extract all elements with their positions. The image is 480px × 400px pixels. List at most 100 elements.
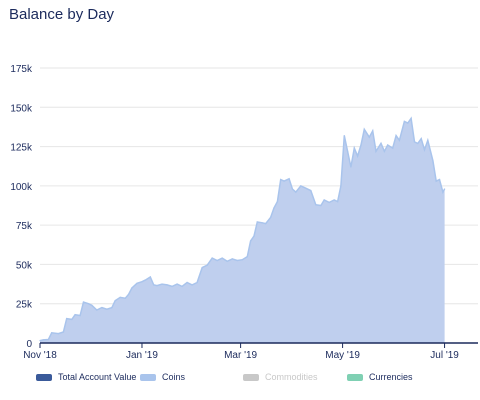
data-point — [403, 120, 405, 122]
data-point — [372, 130, 374, 132]
data-point — [288, 178, 290, 180]
data-point — [350, 166, 352, 168]
legend-swatch-commodities — [243, 373, 259, 381]
data-point — [343, 135, 345, 137]
x-tick-label: Jan '19 — [126, 350, 158, 361]
data-point — [221, 257, 223, 259]
data-point — [283, 180, 285, 182]
x-tick-label: Mar '19 — [224, 350, 257, 361]
legend-swatch-coins — [140, 373, 156, 381]
data-point — [166, 284, 168, 286]
data-point — [340, 185, 342, 187]
chart-legend: Total Account Value Coins Commodities Cu… — [0, 372, 480, 388]
data-point — [156, 285, 158, 287]
data-point — [206, 264, 208, 266]
data-point — [124, 297, 126, 299]
data-point — [432, 160, 434, 162]
data-point — [261, 222, 263, 224]
data-point — [42, 339, 44, 341]
data-point — [410, 117, 412, 119]
data-point — [337, 201, 339, 203]
data-point — [161, 283, 163, 285]
legend-label-total-account-value: Total Account Value — [58, 372, 137, 382]
legend-item-coins[interactable]: Coins — [140, 372, 185, 382]
series-area-coins — [40, 118, 445, 343]
legend-swatch-total-account-value — [36, 373, 52, 381]
data-point — [347, 150, 349, 152]
data-point — [295, 191, 297, 193]
legend-item-commodities[interactable]: Commodities — [243, 372, 318, 382]
chart-title: Balance by Day — [9, 6, 115, 23]
x-tick-label: May '19 — [325, 350, 360, 361]
data-point — [387, 144, 389, 146]
data-point — [96, 309, 98, 311]
data-point — [413, 141, 416, 143]
data-point — [191, 284, 193, 286]
data-point — [47, 338, 50, 341]
x-tick-label: Nov '18 — [23, 350, 57, 361]
data-point — [310, 190, 312, 192]
data-point — [91, 304, 93, 306]
data-point — [395, 135, 397, 137]
y-tick-label: 50k — [16, 260, 33, 271]
y-tick-label: 150k — [10, 103, 33, 114]
legend-swatch-currencies — [347, 373, 363, 381]
legend-label-currencies: Currencies — [369, 372, 413, 382]
data-point — [181, 285, 183, 287]
data-point — [246, 256, 248, 258]
data-point — [291, 188, 293, 190]
data-point — [128, 293, 130, 295]
y-tick-label: 0 — [26, 339, 32, 350]
data-point — [407, 122, 409, 124]
data-point — [57, 333, 60, 335]
data-point — [74, 314, 76, 316]
data-point — [226, 260, 228, 262]
data-point — [131, 287, 133, 289]
data-point — [250, 240, 252, 242]
data-point — [360, 144, 362, 146]
data-point — [241, 259, 243, 261]
data-point — [270, 216, 272, 218]
data-point — [101, 307, 103, 309]
data-point — [265, 223, 267, 225]
data-point — [141, 281, 143, 283]
data-point — [398, 139, 400, 141]
data-point — [39, 340, 41, 342]
data-point — [435, 180, 437, 182]
data-point — [383, 150, 385, 152]
data-point — [256, 221, 258, 223]
data-point — [442, 191, 444, 193]
data-point — [300, 185, 302, 187]
data-point — [216, 259, 218, 262]
data-point — [66, 318, 68, 320]
legend-item-currencies[interactable]: Currencies — [347, 372, 413, 382]
data-point — [420, 138, 422, 140]
data-point — [438, 179, 441, 181]
data-point — [423, 149, 426, 151]
data-point — [231, 258, 233, 260]
data-point — [114, 300, 116, 302]
data-point — [353, 147, 355, 149]
legend-item-total-account-value[interactable]: Total Account Value — [36, 372, 136, 382]
data-point — [305, 187, 307, 189]
data-point — [196, 281, 198, 284]
data-point — [144, 279, 146, 281]
data-point — [82, 301, 85, 303]
data-point — [323, 199, 325, 201]
data-point — [392, 147, 394, 149]
legend-label-commodities: Commodities — [265, 372, 318, 382]
data-point — [315, 204, 317, 206]
y-tick-label: 125k — [10, 143, 33, 154]
series-line-coins — [39, 116, 446, 342]
data-point — [201, 267, 203, 269]
data-point — [87, 303, 90, 305]
data-point — [444, 188, 446, 190]
data-point — [111, 307, 113, 309]
data-point — [136, 282, 138, 284]
x-tick-label: Jul '19 — [430, 350, 459, 361]
y-tick-label: 75k — [16, 221, 33, 232]
data-point — [62, 331, 64, 333]
data-point — [320, 204, 322, 207]
data-point — [149, 276, 151, 278]
